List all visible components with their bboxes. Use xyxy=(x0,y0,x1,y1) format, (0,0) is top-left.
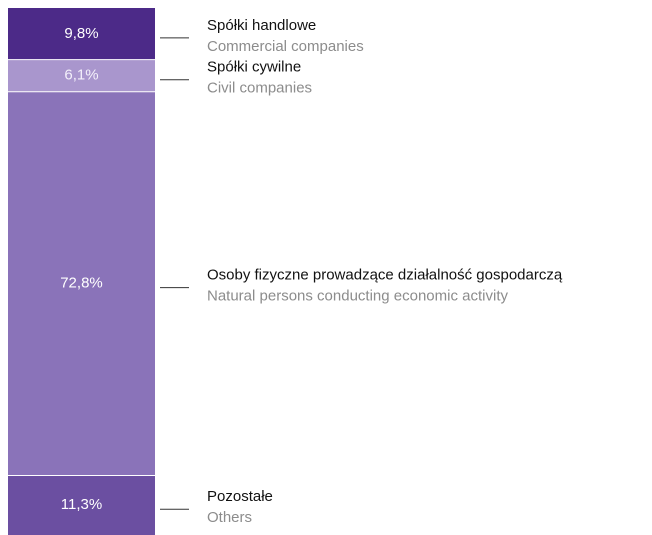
bar-segment xyxy=(8,91,155,476)
value-label: 72,8% xyxy=(60,275,103,292)
legend-name: Pozostałe xyxy=(207,488,273,505)
bar-segment xyxy=(8,475,155,535)
legend-name: Spółki handlowe xyxy=(207,17,316,34)
bar-segment xyxy=(8,8,155,60)
legend-subtitle: Civil companies xyxy=(207,80,312,97)
legend-subtitle: Natural persons conducting economic acti… xyxy=(207,288,508,305)
legend-subtitle: Others xyxy=(207,509,252,526)
value-label: 9,8% xyxy=(64,25,98,42)
value-label: 11,3% xyxy=(61,496,102,513)
legend-name: Osoby fizyczne prowadzące działalność go… xyxy=(207,267,563,284)
bar-segment xyxy=(8,59,155,92)
legend-name: Spółki cywilne xyxy=(207,59,301,76)
value-label: 6,1% xyxy=(64,67,98,84)
legend-subtitle: Commercial companies xyxy=(207,38,364,55)
